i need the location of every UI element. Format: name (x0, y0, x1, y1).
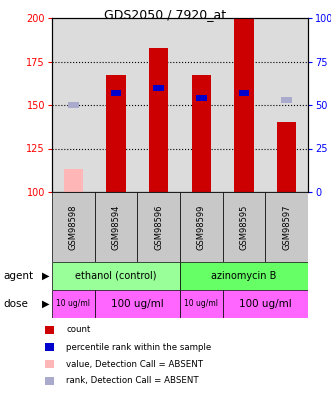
Text: GSM98597: GSM98597 (282, 204, 291, 250)
Bar (52, 262, 180, 290)
Text: ethanol (control): ethanol (control) (75, 271, 157, 281)
Bar (153, 85, 164, 91)
Text: ▶: ▶ (42, 299, 49, 309)
Bar (180, 290, 223, 318)
Bar (192, 75, 211, 192)
Bar (106, 75, 125, 192)
Bar (223, 192, 265, 262)
Bar (111, 90, 121, 96)
Text: count: count (66, 326, 91, 335)
Bar (265, 192, 308, 262)
Text: azinomycin B: azinomycin B (211, 271, 277, 281)
Bar (52, 290, 95, 318)
Text: 100 ug/ml: 100 ug/ml (239, 299, 292, 309)
Text: 10 ug/ml: 10 ug/ml (56, 300, 90, 309)
Text: GSM98594: GSM98594 (112, 204, 120, 250)
Bar (64, 169, 83, 192)
Bar (52, 192, 95, 262)
Bar (180, 192, 223, 262)
Bar (277, 122, 296, 192)
Text: GSM98596: GSM98596 (154, 204, 163, 250)
Text: percentile rank within the sample: percentile rank within the sample (66, 343, 212, 352)
Bar (196, 95, 207, 101)
Bar (180, 262, 308, 290)
Text: dose: dose (3, 299, 28, 309)
Bar (281, 97, 292, 103)
Text: 10 ug/ml: 10 ug/ml (184, 300, 218, 309)
Bar (68, 102, 79, 108)
Text: rank, Detection Call = ABSENT: rank, Detection Call = ABSENT (66, 377, 199, 386)
Text: ▶: ▶ (42, 271, 49, 281)
Text: 100 ug/ml: 100 ug/ml (111, 299, 164, 309)
Text: GSM98599: GSM98599 (197, 204, 206, 250)
Text: agent: agent (3, 271, 33, 281)
Bar (137, 192, 180, 262)
Bar (149, 47, 168, 192)
Bar (95, 192, 137, 262)
Text: GSM98595: GSM98595 (240, 204, 249, 250)
Bar (239, 90, 249, 96)
Bar (95, 290, 180, 318)
Bar (223, 290, 308, 318)
Text: value, Detection Call = ABSENT: value, Detection Call = ABSENT (66, 360, 203, 369)
Bar (234, 18, 254, 192)
Text: GDS2050 / 7920_at: GDS2050 / 7920_at (105, 8, 226, 21)
Text: GSM98598: GSM98598 (69, 204, 78, 250)
